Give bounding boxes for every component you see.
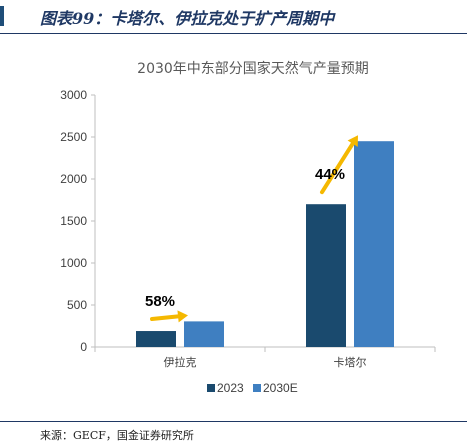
bar-2030e-2 (354, 141, 394, 347)
axis-layer: 0 500 1000 1500 2000 2500 3000 伊拉克 卡塔尔 (60, 88, 436, 369)
annotation-layer: 58% 44% (145, 135, 358, 323)
x-category-label: 伊拉克 (164, 355, 197, 369)
arrow-shaft (150, 314, 181, 322)
footer-divider (0, 421, 467, 422)
y-tick-label: 2500 (60, 130, 87, 144)
bar-2023-1 (136, 331, 176, 347)
bar-layer (136, 141, 394, 347)
header-accent-bar (0, 6, 4, 26)
report-header: 图表99：卡塔尔、伊拉克处于扩产周期中 (0, 0, 467, 36)
arrow-shaft (320, 141, 355, 195)
y-tick-label: 500 (67, 298, 87, 312)
growth-label: 58% (145, 293, 175, 310)
x-category-label: 卡塔尔 (334, 356, 367, 369)
legend: 2023 2030E (207, 381, 298, 395)
arrow-head (177, 310, 188, 323)
chart-area: 2030年中东部分国家天然气产量预期 0 500 1000 1500 2000 2500 3… (60, 60, 436, 395)
y-tick-label: 2000 (60, 172, 87, 186)
legend-swatch-2030e (253, 384, 261, 392)
y-tick-label: 1500 (60, 214, 87, 228)
bar-2023-2 (306, 204, 346, 347)
source-note: 来源：GECF，国金证券研究所 (40, 429, 194, 442)
growth-label: 44% (315, 166, 345, 183)
bar-2030e-1 (184, 321, 224, 347)
growth-arrow (320, 135, 358, 195)
arrow-head (347, 135, 358, 147)
y-tick-label: 3000 (60, 88, 87, 102)
y-tick-label: 1000 (60, 256, 87, 270)
header-divider (0, 33, 467, 34)
legend-swatch-2023 (207, 384, 215, 392)
legend-label-2030e: 2030E (263, 381, 298, 395)
legend-label-2023: 2023 (217, 381, 244, 395)
figure-title: 图表99：卡塔尔、伊拉克处于扩产周期中 (40, 9, 335, 28)
y-tick-label: 0 (80, 340, 87, 354)
growth-arrow (150, 310, 188, 323)
chart-title: 2030年中东部分国家天然气产量预期 (137, 60, 369, 77)
